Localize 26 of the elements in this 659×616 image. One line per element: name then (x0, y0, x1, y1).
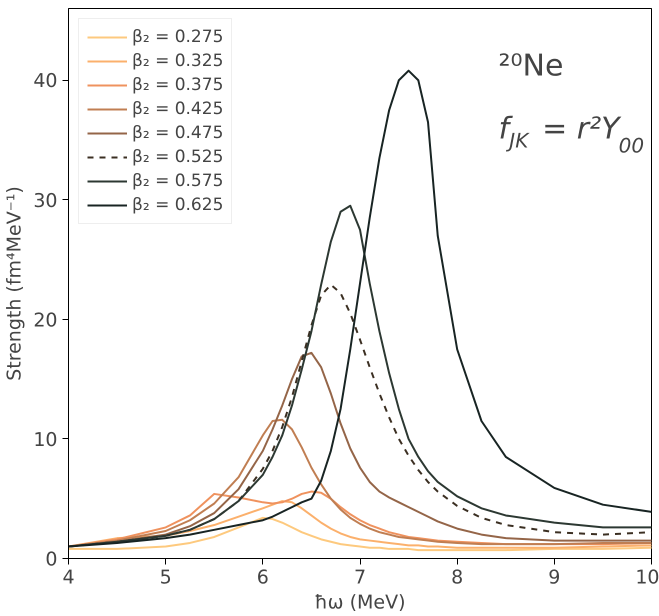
legend-label: β₂ = 0.375 (132, 75, 224, 95)
legend-label: β₂ = 0.425 (132, 99, 224, 119)
legend-label: β₂ = 0.625 (132, 195, 224, 215)
line-series (68, 418, 652, 548)
y-axis-title: Strength (fm⁴MeV⁻¹) (3, 186, 26, 381)
y-tick-label: 0 (45, 548, 58, 570)
annotation: ²⁰Ne (498, 48, 564, 84)
legend-label: β₂ = 0.475 (132, 123, 224, 143)
x-tick-label: 7 (354, 566, 366, 588)
y-tick-label: 30 (33, 190, 58, 212)
x-tick-label: 6 (256, 566, 269, 588)
legend-label: β₂ = 0.275 (132, 27, 224, 47)
line-series (68, 500, 652, 549)
x-tick-label: 9 (548, 566, 560, 588)
x-axis-title: ħω (MeV) (314, 592, 406, 614)
legend-label: β₂ = 0.575 (132, 171, 224, 191)
line-series (68, 516, 652, 552)
y-tick-label: 10 (33, 428, 58, 451)
legend-label: β₂ = 0.325 (132, 51, 224, 71)
y-tick-label: 20 (33, 309, 58, 332)
x-tick-label: 4 (62, 566, 75, 588)
x-tick-label: 10 (635, 566, 659, 588)
x-tick-label: 8 (451, 566, 464, 588)
y-tick-label: 40 (33, 70, 58, 92)
x-tick-label: 5 (160, 566, 172, 588)
legend-label: β₂ = 0.525 (132, 147, 224, 167)
